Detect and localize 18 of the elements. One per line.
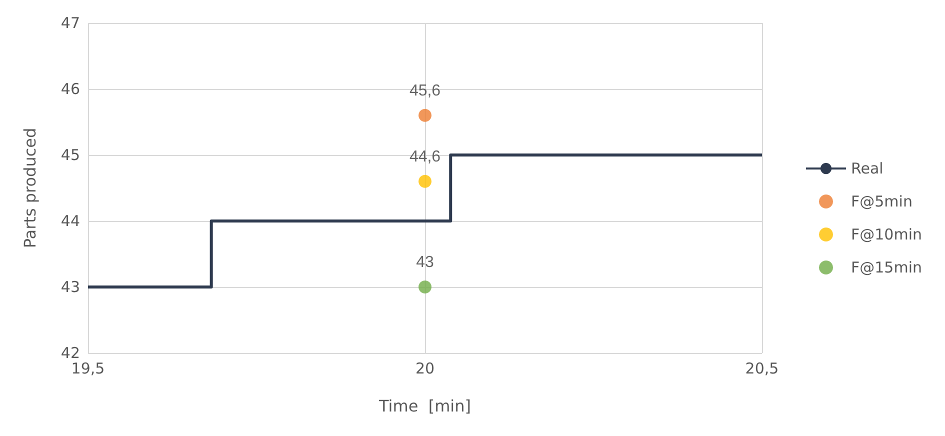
x-tick-label: 19,5 xyxy=(71,360,105,378)
data-label: 43 xyxy=(416,254,434,271)
x-tick-label: 20,5 xyxy=(745,360,779,378)
y-tick-label: 47 xyxy=(60,14,80,32)
data-label: 44,6 xyxy=(409,148,441,166)
legend-label: F@10min xyxy=(851,226,922,244)
legend-label: F@5min xyxy=(851,192,912,210)
legend-label: F@15min xyxy=(851,258,922,276)
y-tick-label: 45 xyxy=(60,146,80,164)
y-tick-label: 44 xyxy=(60,212,80,230)
x-tick-label: 20 xyxy=(415,360,435,378)
data-label: 45,6 xyxy=(409,82,441,100)
x-axis-title: Time [min] xyxy=(378,396,471,416)
legend-label: Real xyxy=(851,160,884,178)
y-axis-title: Parts produced xyxy=(20,128,40,248)
y-tick-label: 43 xyxy=(60,278,80,296)
y-tick-label: 46 xyxy=(60,80,80,98)
y-tick-label: 42 xyxy=(60,344,80,362)
